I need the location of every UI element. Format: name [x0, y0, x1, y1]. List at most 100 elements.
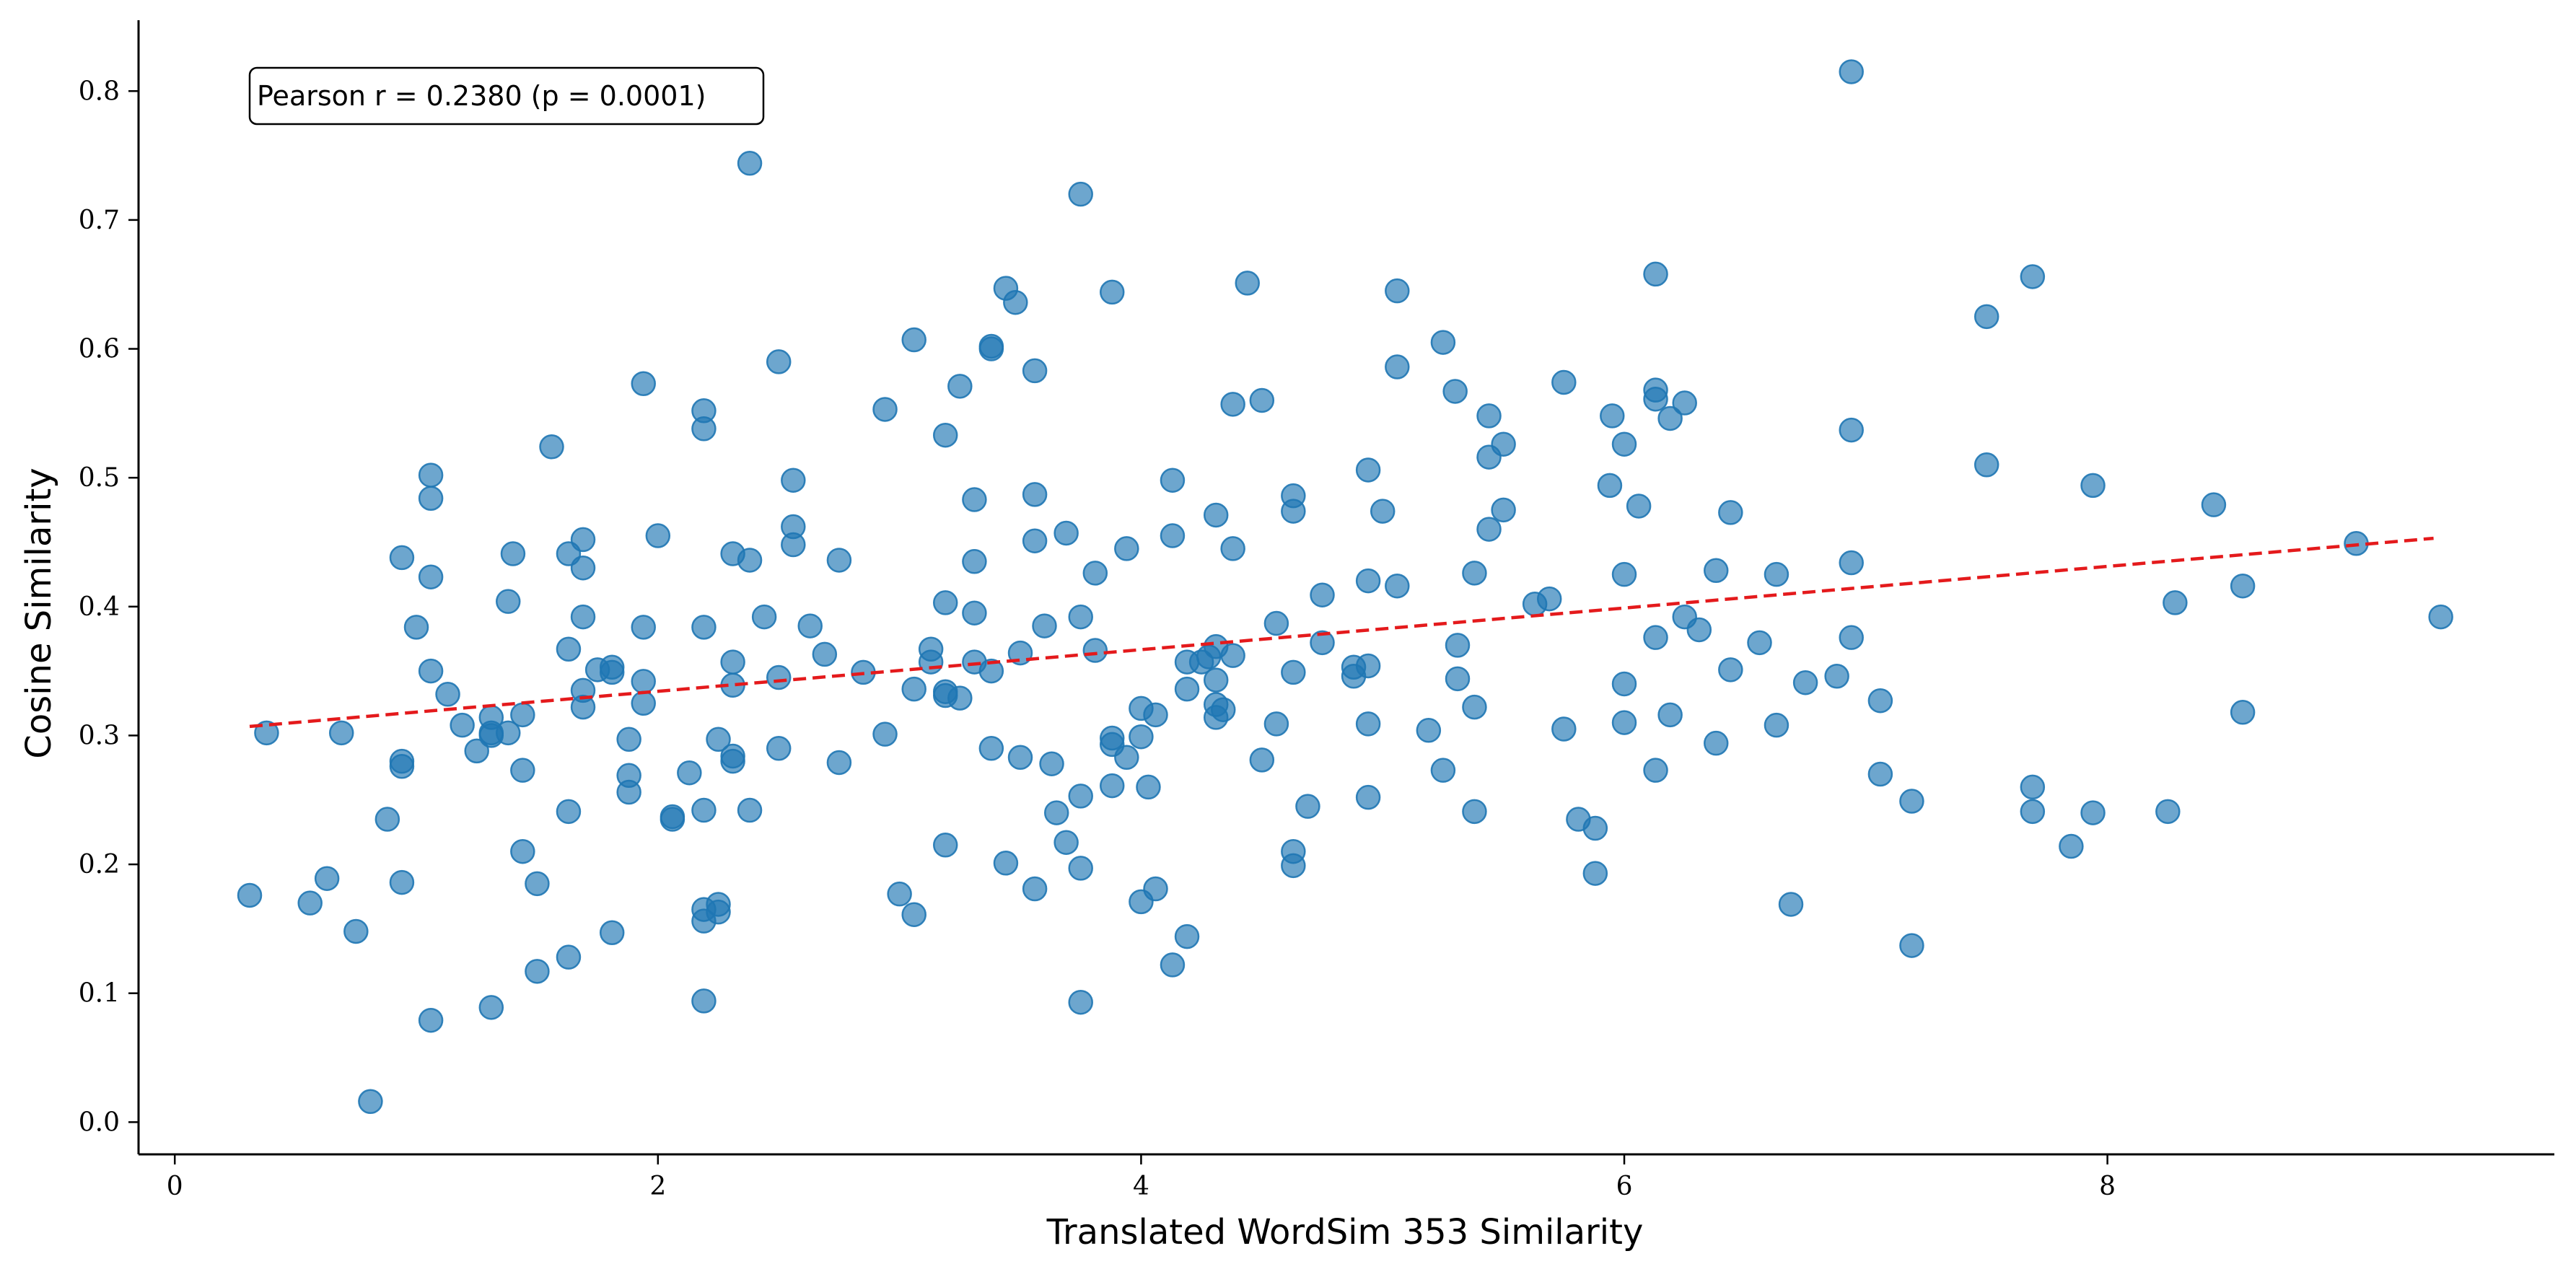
- data-point: [1385, 354, 1410, 379]
- data-point: [1174, 676, 1200, 702]
- data-point: [389, 545, 415, 571]
- data-point: [1022, 528, 1048, 553]
- data-point: [872, 397, 898, 422]
- data-point: [1611, 671, 1637, 697]
- data-point: [1551, 716, 1577, 742]
- data-point: [720, 649, 745, 675]
- data-point: [2020, 774, 2046, 800]
- data-point: [2201, 492, 2227, 517]
- data-point: [1053, 830, 1079, 855]
- data-point: [1385, 573, 1410, 599]
- data-point: [1839, 59, 1864, 84]
- data-point: [1203, 502, 1229, 528]
- data-point: [978, 736, 1004, 761]
- y-tick-label: 0.6: [79, 335, 120, 364]
- y-tick-label: 0.7: [79, 206, 120, 235]
- data-point: [495, 720, 521, 746]
- data-point: [962, 487, 987, 512]
- data-point: [1129, 724, 1154, 750]
- data-point: [1867, 761, 1893, 787]
- data-point: [1899, 789, 1924, 814]
- data-point: [1082, 638, 1108, 663]
- data-point: [1582, 861, 1608, 886]
- data-point: [1143, 876, 1168, 902]
- data-point: [510, 758, 535, 783]
- data-point: [374, 807, 400, 832]
- data-point: [1160, 523, 1186, 548]
- data-point: [1099, 773, 1125, 799]
- data-point: [328, 720, 354, 746]
- data-point: [570, 555, 596, 581]
- data-point: [1022, 482, 1048, 507]
- data-point: [737, 548, 763, 573]
- data-point: [2155, 799, 2181, 825]
- data-point: [1718, 657, 1743, 683]
- annotation: Pearson r = 0.2380 (p = 0.0001): [248, 66, 765, 126]
- data-point: [464, 738, 489, 764]
- x-tick-label: 4: [1133, 1172, 1149, 1201]
- data-point: [2059, 833, 2084, 859]
- data-point: [2163, 590, 2188, 615]
- data-point: [918, 649, 944, 675]
- data-point: [1657, 405, 1683, 431]
- data-point: [389, 869, 415, 895]
- data-point: [1099, 279, 1125, 305]
- data-point: [1462, 694, 1487, 720]
- data-point: [812, 641, 838, 667]
- data-point: [1899, 933, 1924, 958]
- data-point: [1643, 758, 1668, 783]
- annotation-box: [248, 66, 765, 126]
- data-point: [1263, 610, 1289, 636]
- data-point: [1643, 625, 1668, 650]
- data-point: [418, 462, 444, 488]
- data-point: [1082, 561, 1108, 586]
- data-point: [1281, 499, 1306, 524]
- data-point: [1310, 582, 1335, 607]
- y-tick-label: 0.8: [79, 76, 120, 106]
- trend-line: [249, 536, 2434, 729]
- data-point: [1370, 499, 1396, 524]
- data-point: [1643, 386, 1668, 412]
- data-point: [887, 881, 912, 907]
- data-point: [1643, 261, 1668, 287]
- data-point: [2230, 573, 2256, 599]
- data-point: [1263, 711, 1289, 737]
- data-point: [1114, 536, 1139, 561]
- y-tick-label: 0.4: [79, 592, 120, 622]
- data-point: [932, 422, 958, 448]
- data-point: [932, 833, 958, 858]
- y-tick-label: 0.0: [79, 1107, 120, 1137]
- data-point: [1032, 613, 1057, 638]
- data-point: [1476, 517, 1502, 542]
- data-point: [1778, 892, 1804, 917]
- data-point: [237, 882, 263, 908]
- data-point: [525, 959, 550, 984]
- data-point: [766, 349, 792, 374]
- data-point: [645, 523, 671, 548]
- data-point: [1160, 468, 1186, 493]
- data-point: [1973, 304, 1999, 330]
- data-point: [1022, 358, 1048, 384]
- data-point: [1068, 784, 1093, 809]
- data-point: [1824, 664, 1849, 689]
- data-point: [599, 659, 625, 685]
- data-point: [1249, 747, 1275, 773]
- data-point: [1430, 330, 1456, 355]
- data-point: [1249, 387, 1275, 413]
- data-point: [2080, 473, 2106, 499]
- data-point: [1657, 702, 1683, 728]
- data-point: [1839, 417, 1864, 443]
- data-point: [510, 838, 535, 864]
- data-point: [1686, 617, 1712, 643]
- data-point: [1626, 493, 1652, 519]
- x-tick-label: 0: [167, 1172, 183, 1201]
- data-point: [389, 754, 415, 779]
- data-point: [720, 748, 745, 774]
- data-point: [1143, 702, 1168, 728]
- data-point: [691, 797, 717, 823]
- data-point: [706, 727, 731, 752]
- y-tick-label: 0.1: [79, 979, 120, 1009]
- data-point: [418, 486, 444, 511]
- data-point: [1068, 181, 1093, 207]
- y-tick-label: 0.5: [79, 463, 120, 493]
